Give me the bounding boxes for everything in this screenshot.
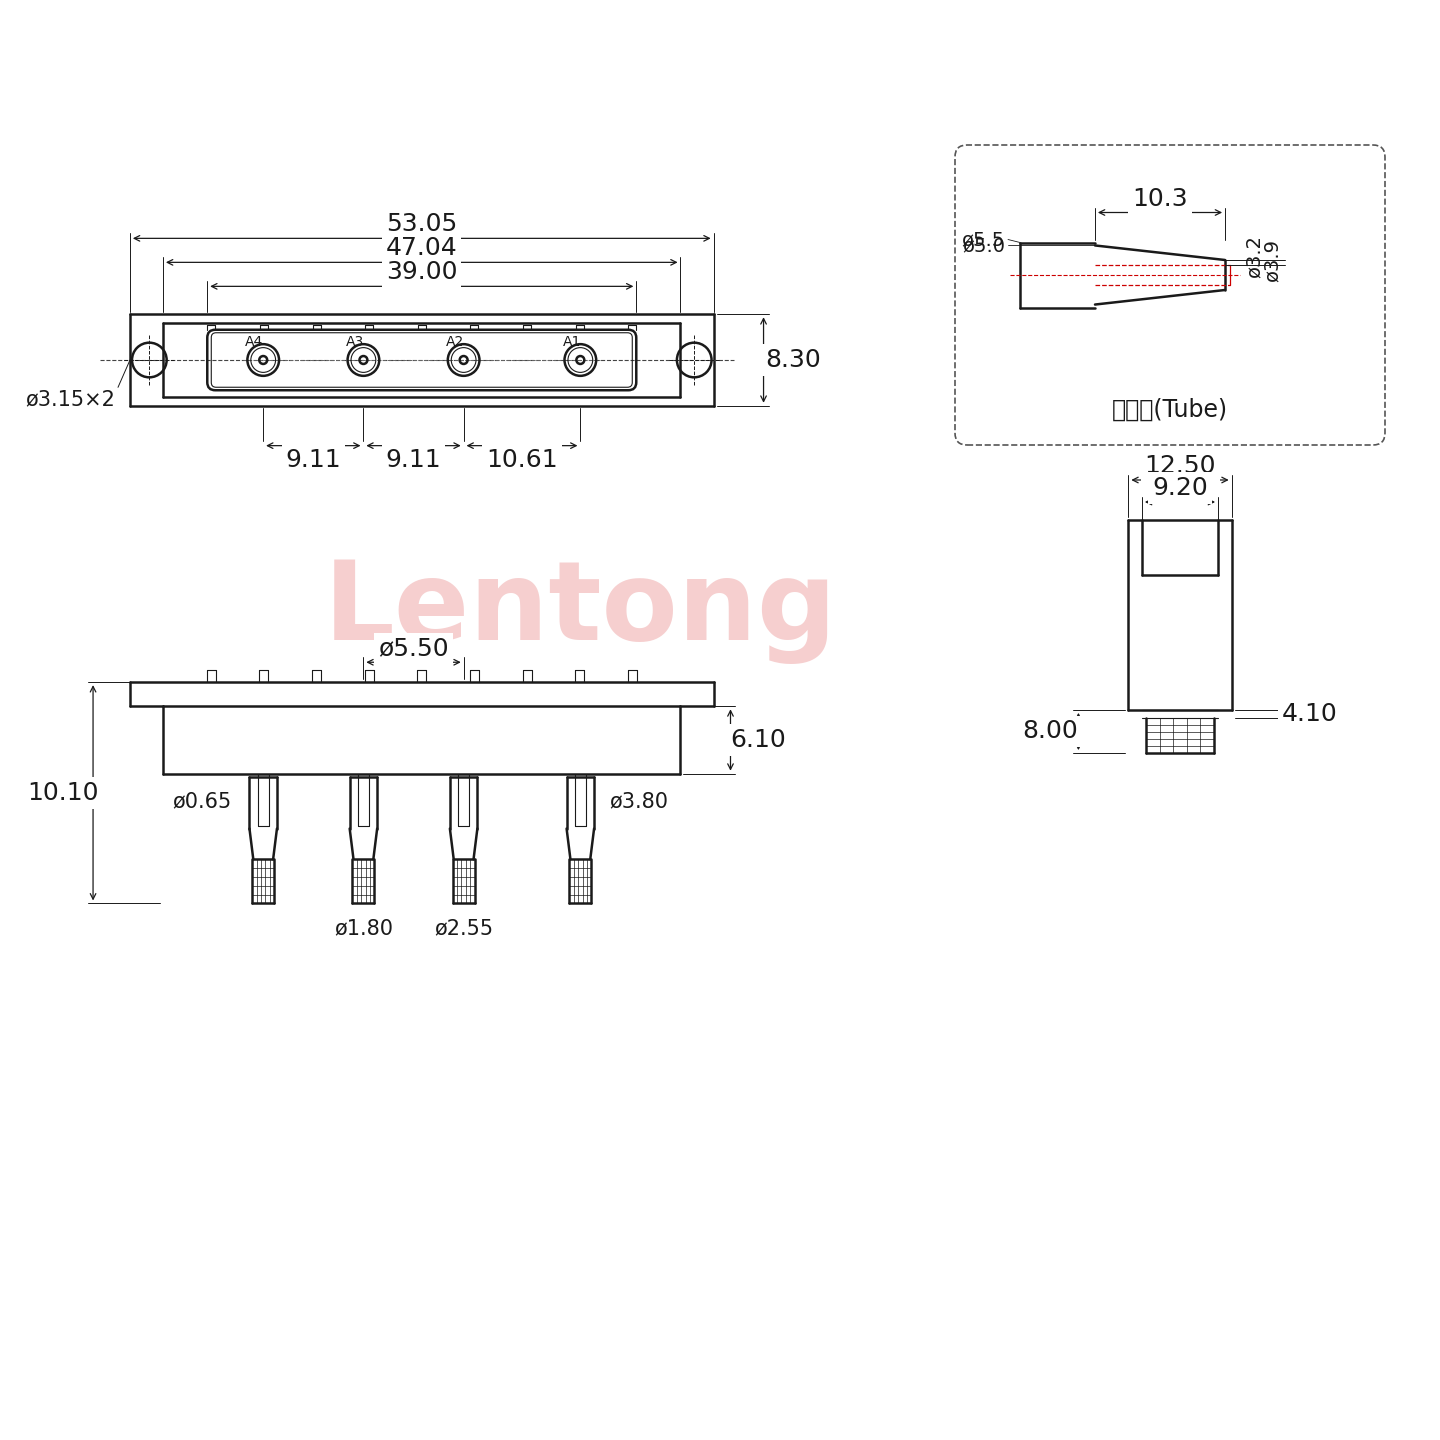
Text: 9.11: 9.11: [285, 448, 341, 472]
Text: 9.11: 9.11: [386, 448, 441, 472]
Text: A1: A1: [563, 336, 580, 348]
Text: 10.10: 10.10: [27, 780, 99, 805]
Text: ø3.9: ø3.9: [1263, 239, 1282, 281]
Text: 53.05: 53.05: [386, 212, 458, 236]
Text: Lentong: Lentong: [323, 556, 837, 664]
Text: ø2.55: ø2.55: [433, 919, 492, 939]
Text: ø5.50: ø5.50: [379, 636, 449, 661]
Text: ø3.2: ø3.2: [1246, 236, 1264, 278]
Text: 8.30: 8.30: [766, 348, 821, 372]
Text: A4: A4: [245, 336, 264, 348]
Text: ø0.65: ø0.65: [173, 791, 232, 811]
Text: 10.3: 10.3: [1132, 187, 1188, 210]
Text: ø3.80: ø3.80: [609, 791, 668, 811]
Text: 6.10: 6.10: [730, 729, 786, 752]
Text: ø1.80: ø1.80: [334, 919, 393, 939]
Text: 39.00: 39.00: [386, 261, 458, 284]
Text: ø5.0: ø5.0: [962, 236, 1005, 255]
Text: 12.50: 12.50: [1145, 454, 1215, 478]
Text: 47.04: 47.04: [386, 236, 458, 261]
Text: ø5.5: ø5.5: [962, 230, 1005, 249]
Text: ø3.15×2: ø3.15×2: [24, 389, 115, 409]
Text: 屏蔽管(Tube): 屏蔽管(Tube): [1112, 397, 1228, 422]
Text: 10.61: 10.61: [487, 448, 557, 472]
Text: 9.20: 9.20: [1152, 477, 1208, 500]
Text: 8.00: 8.00: [1022, 720, 1079, 743]
Text: 4.10: 4.10: [1282, 701, 1338, 726]
Text: A3: A3: [346, 336, 364, 348]
Text: A2: A2: [446, 336, 464, 348]
